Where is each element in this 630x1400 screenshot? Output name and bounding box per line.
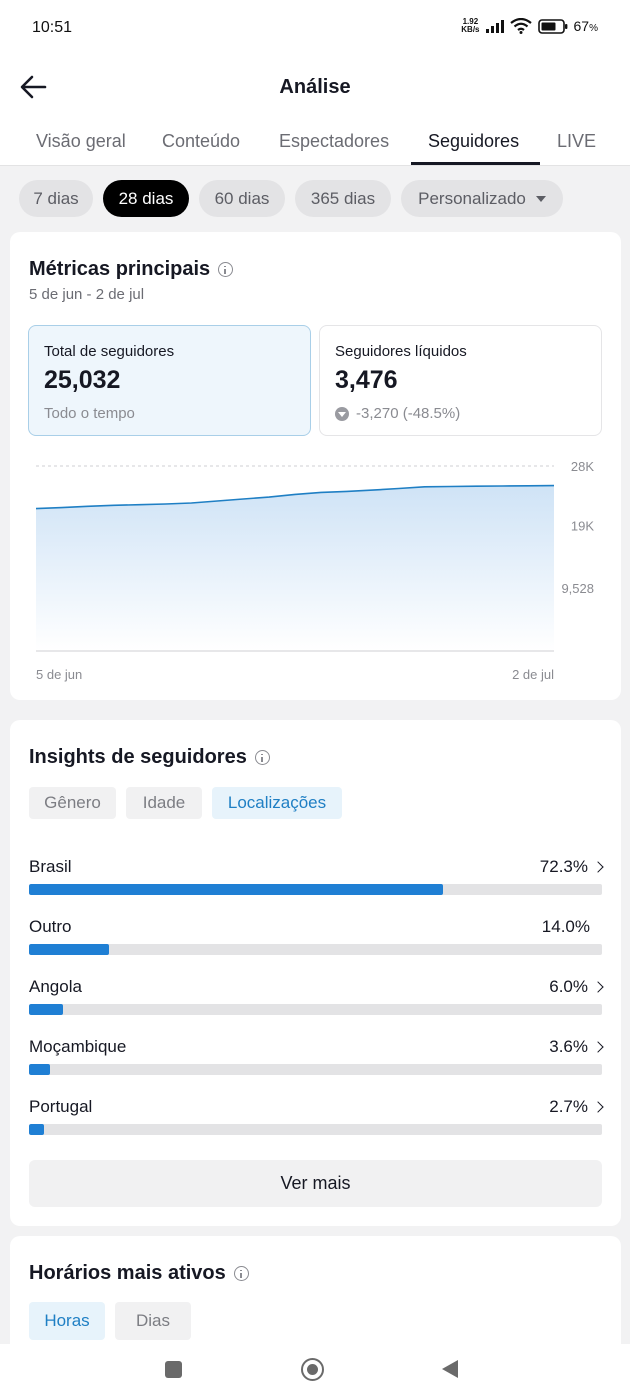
follower-insights-card: Insights de seguidores Gênero Idade Loca… (10, 720, 621, 1226)
location-name: Portugal (29, 1097, 93, 1116)
info-icon[interactable] (254, 750, 270, 765)
arrow-down-icon (335, 406, 349, 421)
date-filter-bar: 7 dias 28 dias 60 dias 365 dias Personal… (0, 166, 630, 232)
filter-7-dias[interactable]: 7 dias (19, 180, 93, 217)
total-followers-label: Total de seguidores (44, 343, 175, 360)
total-followers-card[interactable]: Total de seguidores 25,032 Todo o tempo (28, 325, 311, 436)
filter-personalizado-label: Personalizado (418, 188, 526, 208)
page-title: Análise (279, 76, 351, 98)
chart-x-end-label: 2 de jul (512, 667, 554, 682)
tab-espectadores[interactable]: Espectadores (279, 131, 390, 151)
filter-personalizado[interactable]: Personalizado (401, 180, 563, 217)
back-arrow-icon[interactable] (18, 72, 50, 102)
chart-area-fill (36, 485, 554, 651)
status-bar: 10:51 1.92 KB/s 67% (0, 0, 630, 58)
location-name: Moçambique (29, 1037, 127, 1056)
chart-series-line (35, 484, 555, 510)
battery-icon (537, 18, 567, 34)
total-followers-period: Todo o tempo (44, 405, 135, 422)
chart-x-start-label: 5 de jun (36, 667, 82, 682)
chevron-right-icon (592, 1041, 604, 1053)
follower-insights-title: Insights de seguidores (29, 746, 270, 769)
location-bar-fill (29, 1004, 64, 1015)
segment-dias[interactable]: Dias (115, 1302, 191, 1340)
status-time: 10:51 (32, 19, 73, 36)
chart-y-tick-label: 9,528 (561, 581, 594, 596)
active-tab-indicator (411, 162, 540, 165)
net-followers-change: -3,270 (-48.5%) (335, 405, 460, 422)
app-bar: Análise (0, 58, 630, 116)
date-range: 5 de jun - 2 de jul (29, 286, 145, 303)
location-bar-fill (29, 884, 444, 895)
info-icon[interactable] (218, 262, 234, 277)
net-followers-label: Seguidores líquidos (335, 343, 467, 360)
location-percent: 6.0% (549, 977, 604, 997)
active-times-title: Horários mais ativos (29, 1262, 249, 1285)
followers-chart: 28K 19K 9,528 5 de jun 2 de jul (35, 459, 594, 682)
location-percent: 3.6% (549, 1037, 604, 1057)
info-icon[interactable] (233, 1266, 249, 1281)
location-row[interactable]: Portugal 2.7% (29, 1097, 604, 1147)
location-name: Outro (29, 917, 72, 936)
key-metrics-title: Métricas principais (29, 258, 234, 281)
segment-genero[interactable]: Gênero (29, 787, 116, 819)
location-percent: 14.0% (541, 917, 590, 936)
location-percent: 2.7% (549, 1097, 604, 1117)
location-bar-fill (29, 944, 110, 955)
segment-localizacoes[interactable]: Localizações (212, 787, 342, 819)
tab-conteudo[interactable]: Conteúdo (162, 131, 241, 151)
system-nav-bar (0, 1344, 630, 1400)
location-name: Brasil (29, 857, 72, 876)
tab-seguidores[interactable]: Seguidores (428, 131, 520, 151)
filter-28-dias[interactable]: 28 dias (103, 180, 189, 217)
net-followers-value: 3,476 (335, 366, 398, 394)
home-icon[interactable] (301, 1358, 324, 1381)
location-bar-track (29, 1004, 602, 1015)
location-bar-track (29, 1124, 602, 1135)
chart-y-tick-label: 19K (571, 518, 594, 533)
chevron-right-icon (592, 981, 604, 993)
see-more-button[interactable]: Ver mais (29, 1160, 602, 1207)
status-icons: 1.92 KB/s 67% (461, 18, 598, 34)
recent-apps-icon[interactable] (165, 1361, 182, 1378)
location-bar-fill (29, 1064, 50, 1075)
chart-y-tick-label: 28K (571, 459, 594, 474)
location-bar-track (29, 884, 602, 895)
key-metrics-card: Métricas principais 5 de jun - 2 de jul … (10, 232, 621, 700)
segment-idade[interactable]: Idade (126, 787, 202, 819)
net-followers-card[interactable]: Seguidores líquidos 3,476 -3,270 (-48.5%… (319, 325, 602, 436)
location-percent: 72.3% (540, 857, 604, 877)
signal-icon (485, 19, 504, 33)
caret-down-icon (535, 195, 546, 202)
tab-visao-geral[interactable]: Visão geral (36, 131, 126, 151)
location-row[interactable]: Moçambique 3.6% (29, 1037, 604, 1087)
network-speed: 1.92 KB/s (461, 17, 480, 34)
filter-365-dias[interactable]: 365 dias (295, 180, 391, 217)
location-bar-track (29, 944, 602, 955)
total-followers-value: 25,032 (44, 366, 121, 394)
wifi-icon (509, 18, 532, 34)
filter-60-dias[interactable]: 60 dias (199, 180, 285, 217)
tab-bar: Visão geral Conteúdo Espectadores Seguid… (0, 116, 630, 166)
chevron-right-icon (592, 1101, 604, 1113)
tab-live[interactable]: LIVE (557, 131, 597, 151)
location-bar-fill (29, 1124, 45, 1135)
nav-back-icon[interactable] (442, 1360, 458, 1378)
location-bar-track (29, 1064, 602, 1075)
location-name: Angola (29, 977, 82, 996)
battery-level: 67% (573, 18, 598, 34)
location-row[interactable]: Brasil 72.3% (29, 857, 604, 907)
location-row[interactable]: Angola 6.0% (29, 977, 604, 1027)
chevron-right-icon (592, 861, 604, 873)
location-row: Outro 14.0% (29, 917, 602, 967)
segment-horas[interactable]: Horas (29, 1302, 105, 1340)
